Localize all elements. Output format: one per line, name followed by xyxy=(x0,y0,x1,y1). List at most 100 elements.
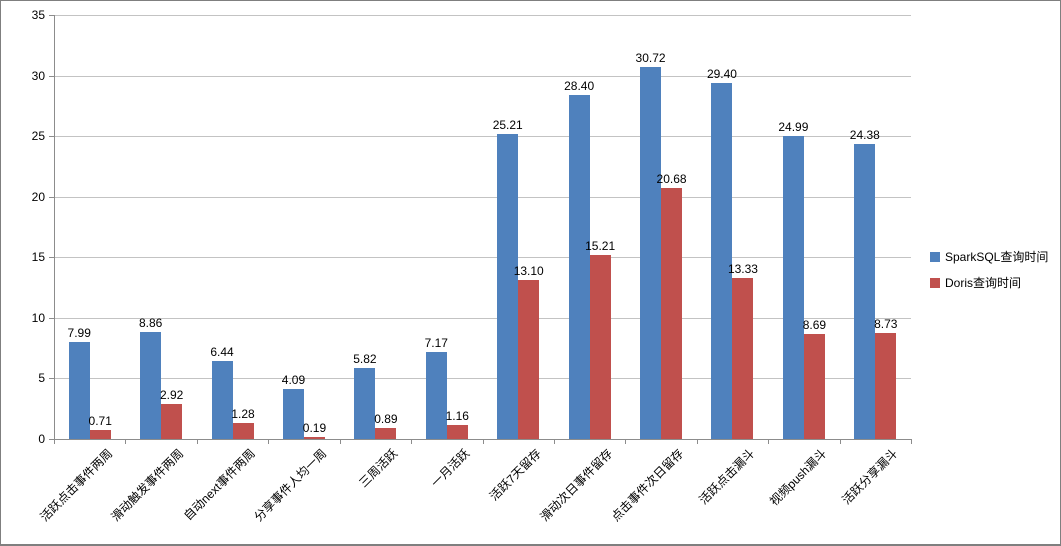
y-gridline xyxy=(54,378,911,380)
y-axis-tick-label: 30 xyxy=(31,68,45,83)
series2-bar xyxy=(161,403,183,439)
x-axis-category-label: 活跃7天留存 xyxy=(486,446,544,504)
y-axis-tick-label: 20 xyxy=(31,189,45,204)
y-axis-tick-label: 0 xyxy=(38,432,45,446)
x-axis-tick-mark xyxy=(125,440,127,444)
legend-item: Doris查询时间 xyxy=(930,274,1048,291)
series2-bar xyxy=(875,333,897,439)
bar-value-label: 7.17 xyxy=(424,336,448,351)
bar-value-label: 0.89 xyxy=(374,412,398,427)
x-axis-tick-mark xyxy=(339,440,341,444)
bar-value-label: 5.82 xyxy=(353,352,377,367)
series1-bar xyxy=(568,94,590,439)
y-axis-tick-mark xyxy=(49,439,54,440)
series1-bar xyxy=(497,133,519,439)
series1-bar xyxy=(425,352,447,439)
series2-bar xyxy=(589,254,611,439)
y-axis-tick-label: 35 xyxy=(31,8,45,22)
y-axis-tick-label: 15 xyxy=(31,250,45,265)
x-axis-category-label: 活跃分享漏斗 xyxy=(839,446,901,508)
bar-value-label: 25.21 xyxy=(492,117,523,132)
y-gridline xyxy=(54,317,911,319)
x-axis-category-label: 三周活跃 xyxy=(356,446,401,491)
x-axis-category-label: 自动next事件两周 xyxy=(180,446,258,524)
bar-value-label: 4.09 xyxy=(281,373,306,388)
x-axis-tick-mark xyxy=(196,440,198,444)
x-axis-category-label: 分享事件人均一周 xyxy=(251,446,330,525)
legend-label: SparkSQL查询时间 xyxy=(945,250,1049,264)
bar-value-label: 7.99 xyxy=(67,326,91,341)
x-axis-category-label: 活跃点击事件两周 xyxy=(37,446,115,525)
series1-bar xyxy=(782,136,804,439)
bar-value-label: 6.44 xyxy=(210,344,234,359)
legend-color-swatch-icon xyxy=(930,277,940,288)
bar-value-label: 1.16 xyxy=(445,408,469,423)
x-axis-tick-mark xyxy=(482,440,484,444)
bar-value-label: 29.40 xyxy=(706,66,737,81)
x-axis-tick-mark xyxy=(625,440,627,444)
x-axis-line xyxy=(54,439,912,440)
bar-value-label: 8.86 xyxy=(138,315,163,330)
y-axis-tick-mark xyxy=(49,15,54,16)
x-axis-category-label: 一月活跃 xyxy=(428,446,472,491)
legend-item: SparkSQL查询时间 xyxy=(930,248,1048,265)
x-axis-tick-mark xyxy=(54,440,55,444)
x-axis-tick-mark xyxy=(411,440,413,444)
y-gridline xyxy=(54,196,911,198)
y-axis-tick-label: 25 xyxy=(31,129,45,144)
bar-value-label: 2.92 xyxy=(159,387,184,402)
x-axis-tick-mark xyxy=(768,440,770,444)
y-gridline xyxy=(54,257,911,259)
bar-value-label: 30.72 xyxy=(635,50,666,65)
y-gridline xyxy=(54,15,911,16)
series2-bar xyxy=(803,333,825,439)
series1-bar xyxy=(854,143,876,439)
y-axis-tick-label: 5 xyxy=(38,371,45,386)
bar-value-label: 24.99 xyxy=(778,120,809,135)
y-axis-tick-mark xyxy=(49,75,54,77)
series2-bar xyxy=(518,280,540,439)
bar-value-label: 0.71 xyxy=(88,414,112,429)
legend: SparkSQL查询时间 Doris查询时间 xyxy=(930,248,1048,291)
y-gridline xyxy=(54,136,911,138)
series1-bar xyxy=(68,342,90,439)
series2-bar xyxy=(661,188,683,439)
series2-bar xyxy=(375,428,397,439)
series1-bar xyxy=(140,331,162,439)
bar-value-label: 28.40 xyxy=(564,78,595,93)
bar-value-label: 0.19 xyxy=(302,420,327,435)
y-axis-tick-mark xyxy=(49,196,54,198)
series2-bar xyxy=(89,430,111,439)
series2-bar xyxy=(232,423,254,439)
bar-value-label: 8.73 xyxy=(874,317,898,332)
series1-bar xyxy=(354,368,376,439)
legend-color-swatch-icon xyxy=(930,251,940,262)
series2-bar xyxy=(446,424,468,439)
x-axis-tick-mark xyxy=(839,440,841,444)
y-gridline xyxy=(54,75,911,77)
series1-bar xyxy=(211,360,233,439)
y-axis-tick-mark xyxy=(49,257,54,259)
x-axis-tick-mark xyxy=(696,440,698,444)
series1-bar xyxy=(711,82,733,439)
bar-value-label: 13.10 xyxy=(513,264,544,279)
y-axis-tick-mark xyxy=(49,136,54,138)
x-axis-category-label: 点击事件次日留存 xyxy=(608,446,687,525)
x-axis-tick-mark xyxy=(911,440,912,444)
bar-value-label: 20.68 xyxy=(656,172,687,187)
x-axis-category-label: 视频push漏斗 xyxy=(766,446,830,509)
y-axis-line xyxy=(54,15,55,440)
series2-bar xyxy=(732,277,754,439)
y-axis-tick-label: 10 xyxy=(31,310,45,325)
x-axis-tick-mark xyxy=(553,440,555,444)
bar-value-label: 1.28 xyxy=(231,407,255,422)
x-axis-category-label: 滑动触发事件两周 xyxy=(108,446,187,525)
x-axis-category-label: 活跃点击漏斗 xyxy=(696,446,758,508)
legend-label: Doris查询时间 xyxy=(945,276,1022,290)
series1-bar xyxy=(282,389,304,439)
bar-value-label: 13.33 xyxy=(727,261,758,276)
y-axis-tick-mark xyxy=(49,378,54,380)
x-axis-tick-mark xyxy=(268,440,270,444)
series1-bar xyxy=(640,66,662,439)
